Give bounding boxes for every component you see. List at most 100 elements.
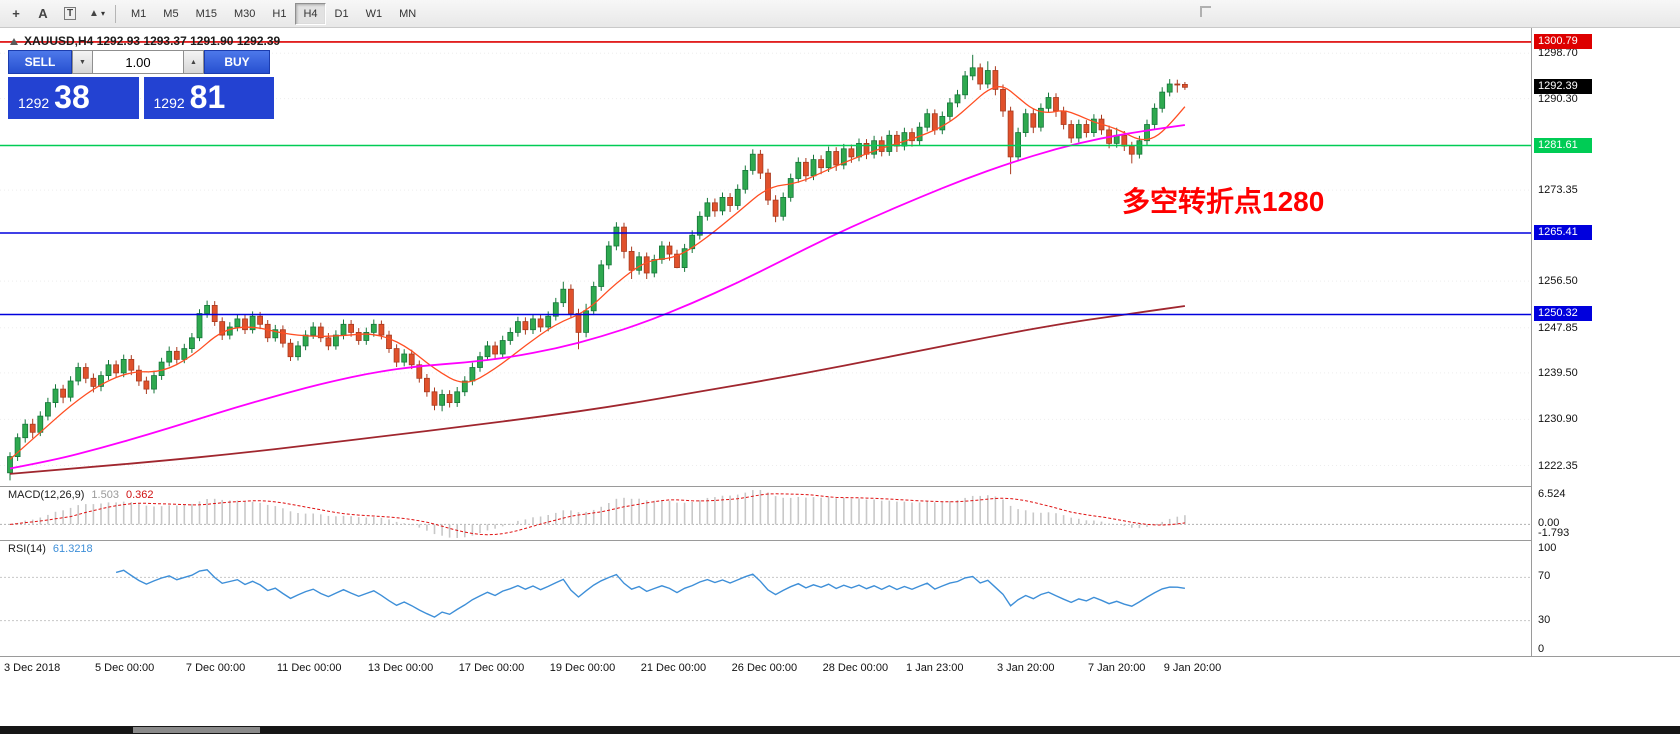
one-click-trading-panel: SELL ▼ ▲ BUY 1292 38 1292 81 [8, 50, 274, 119]
time-axis-label: 17 Dec 00:00 [458, 662, 525, 674]
buy-price-base: 1292 [153, 95, 185, 111]
timeframe-m1[interactable]: M1 [131, 7, 147, 20]
shapes-tool-icon-glyph: ▲ [89, 8, 99, 19]
time-axis-label: 7 Dec 00:00 [185, 662, 246, 674]
price-tick-label: 1247.85 [1538, 321, 1578, 334]
macd-histogram [16, 490, 1186, 538]
buy-price-display[interactable]: 1292 81 [143, 77, 274, 119]
sell-button[interactable]: SELL [8, 50, 72, 74]
volume-input[interactable] [93, 50, 183, 74]
timeframe-h1[interactable]: H1 [272, 7, 287, 20]
rsi-axis-label: 0 [1538, 643, 1545, 655]
sell-price-base: 1292 [18, 95, 50, 111]
timeframe-m30[interactable]: M30 [233, 7, 256, 20]
volume-increase-button[interactable]: ▲ [183, 50, 204, 74]
time-axis-label: 3 Jan 20:00 [996, 662, 1055, 674]
time-axis-label: 7 Jan 20:00 [1087, 662, 1146, 674]
main-chart-area[interactable]: XAUUSD,H4 1292.93 1293.37 1291.90 1292.3… [0, 28, 1531, 486]
time-axis-label: 21 Dec 00:00 [640, 662, 707, 674]
timeframe-d1[interactable]: D1 [334, 7, 349, 20]
macd-chart [0, 490, 1531, 538]
rsi-panel: RSI(14) 61.3218 [0, 540, 1531, 656]
text-tool-icon-glyph: A [38, 6, 48, 21]
macd-panel: MACD(12,26,9) 1.503 0.362 [0, 486, 1531, 540]
text-label-icon-glyph: T [63, 7, 77, 20]
bottom-scrollbar[interactable] [0, 726, 1680, 734]
time-axis[interactable]: 3 Dec 2018 5 Dec 00:00 7 Dec 00:00 11 Dec 0… [0, 656, 1680, 682]
candles [7, 54, 1188, 481]
macd-label: MACD(12,26,9) 1.503 0.362 [8, 489, 153, 501]
buy-button[interactable]: BUY [204, 50, 270, 74]
chart-annotation: 多空转折点1280 [1122, 186, 1325, 217]
toolbar-handle-icon [1200, 6, 1211, 17]
toolbar-separator [115, 4, 116, 23]
rsi-label: RSI(14) 61.3218 [8, 543, 93, 555]
price-level-box: 1250.32 [1534, 306, 1592, 322]
price-axis[interactable]: 1298.70 1290.30 1273.35 1256.50 1247.85 1239.… [1531, 28, 1680, 656]
rsi-value: 61.3218 [52, 543, 93, 555]
shapes-tool-icon[interactable]: ▲ ▾ [84, 3, 110, 25]
chart-title-text: XAUUSD,H4 1292.93 1293.37 1291.90 1292.3… [24, 34, 281, 48]
ma-slow-line [9, 305, 1186, 475]
price-tick-label: 1290.30 [1538, 92, 1578, 105]
caret-up-icon: ▲ [190, 58, 197, 66]
macd-axis-bottom: -1.793 [1538, 527, 1570, 539]
text-tool-icon[interactable]: A [30, 3, 56, 25]
time-axis-label: 19 Dec 00:00 [549, 662, 616, 674]
macd-axis-top: 6.524 [1538, 488, 1566, 500]
scrollbar-thumb[interactable] [133, 727, 260, 733]
macd-axis-zero: 0.00 [1538, 517, 1560, 530]
timeframe-w1[interactable]: W1 [365, 7, 383, 20]
time-axis-label: 5 Dec 00:00 [94, 662, 155, 674]
price-level-box: 1281.61 [1534, 137, 1592, 153]
macd-value: 1.503 [91, 489, 119, 501]
time-axis-label: 13 Dec 00:00 [367, 662, 434, 674]
caret-down-icon: ▼ [79, 58, 86, 66]
rsi-name: RSI(14) [8, 543, 46, 555]
rsi-axis-label: 70 [1538, 570, 1551, 583]
price-tick-label: 1230.90 [1538, 413, 1578, 426]
rsi-levels [0, 576, 1531, 622]
ma-mid-line [9, 124, 1186, 470]
dropdown-caret-icon: ▾ [100, 9, 105, 18]
price-level-box: 1300.79 [1534, 33, 1592, 49]
crosshair-icon-glyph: + [12, 6, 20, 21]
volume-decrease-button[interactable]: ▼ [72, 50, 93, 74]
price-tick-label: 1222.35 [1538, 459, 1578, 472]
timeframe-buttons: M1 M5 M15 M30 H1 H4 D1 W1 MN [123, 2, 425, 25]
price-tick-label: 1256.50 [1538, 275, 1578, 288]
timeframe-h4[interactable]: H4 [295, 2, 326, 25]
drawing-tools: + A T ▲ ▾ [3, 3, 111, 25]
rsi-chart [0, 569, 1531, 622]
crosshair-icon[interactable]: + [3, 3, 29, 25]
rsi-axis-label: 30 [1538, 613, 1551, 626]
price-tick-label: 1298.70 [1538, 47, 1578, 60]
current-price-box: 1292.39 [1534, 79, 1592, 95]
sell-price-pips: 38 [54, 79, 90, 115]
price-tick-label: 1273.35 [1538, 184, 1578, 197]
macd-signal-value: 0.362 [125, 489, 154, 501]
timeframe-mn[interactable]: MN [399, 7, 417, 20]
timeframe-m15[interactable]: M15 [195, 7, 217, 20]
top-toolbar: + A T ▲ ▾ M1 M5 M15 M30 H1 H4 D1 W1 MN [0, 0, 1680, 28]
candlestick-chart[interactable] [0, 28, 1531, 486]
price-tick-label: 1239.50 [1538, 366, 1578, 379]
sell-price-display[interactable]: 1292 38 [8, 77, 139, 119]
chart-icon [10, 37, 18, 45]
time-axis-label: 3 Dec 2018 [4, 662, 61, 674]
rsi-line [115, 569, 1186, 618]
time-axis-label: 1 Jan 23:00 [906, 662, 964, 674]
chart-title: XAUUSD,H4 1292.93 1293.37 1291.90 1292.3… [10, 34, 280, 48]
macd-name: MACD(12,26,9) [8, 489, 85, 501]
time-axis-label: 9 Jan 20:00 [1163, 662, 1222, 674]
time-axis-label: 28 Dec 00:00 [822, 662, 889, 674]
text-label-icon[interactable]: T [57, 3, 83, 25]
ma-fast-line [9, 86, 1186, 460]
time-axis-label: 26 Dec 00:00 [731, 662, 798, 674]
buy-price-pips: 81 [189, 79, 226, 115]
macd-signal-line [9, 493, 1185, 536]
time-axis-label: 11 Dec 00:00 [276, 662, 342, 674]
timeframe-m5[interactable]: M5 [163, 7, 179, 20]
rsi-axis-label: 100 [1538, 542, 1557, 554]
